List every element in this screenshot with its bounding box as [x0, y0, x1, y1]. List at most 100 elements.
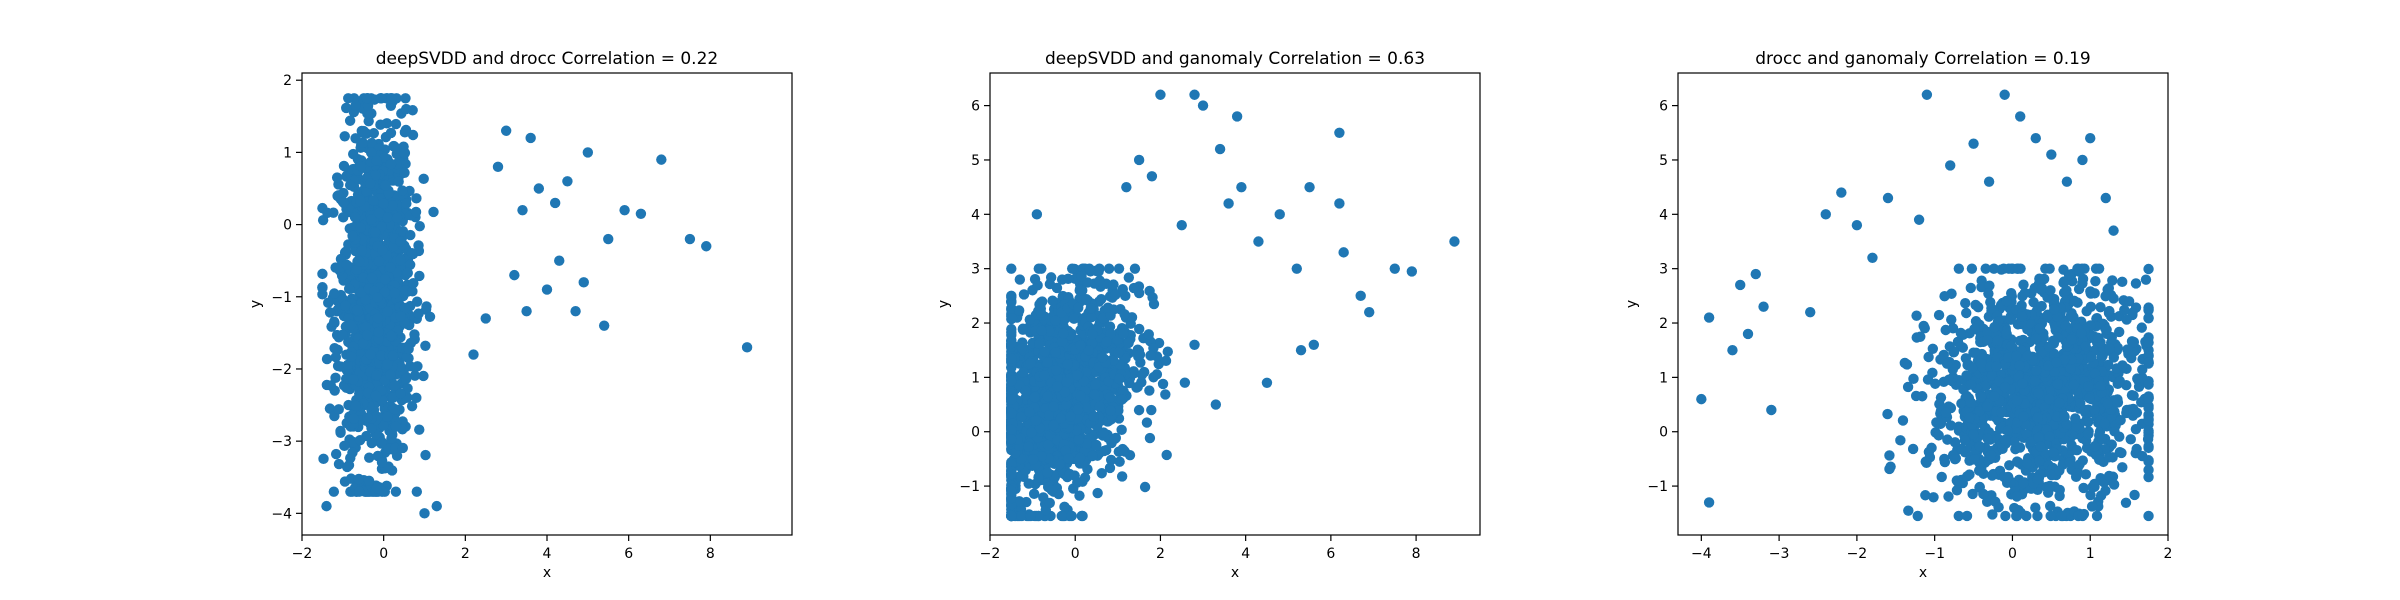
- scatter-point: [1006, 290, 1017, 301]
- scatter-point: [2000, 510, 2011, 522]
- scatter-point: [2077, 510, 2088, 522]
- scatter-point: [406, 400, 418, 412]
- scatter-point: [2029, 375, 2041, 386]
- scatter-point: [398, 147, 410, 159]
- scatter-point: [411, 486, 423, 497]
- scatter-point: [331, 172, 343, 183]
- scatter-point: [1147, 292, 1158, 303]
- scatter-point: [1947, 323, 1959, 334]
- scatter-point: [1144, 432, 1156, 444]
- scatter-point: [2003, 263, 2015, 274]
- scatter-point: [2099, 418, 2110, 429]
- scatter-point: [2044, 263, 2055, 274]
- scatter-point: [2036, 282, 2048, 294]
- scatter-point: [480, 313, 491, 324]
- scatter-point: [2054, 465, 2065, 476]
- scatter-point: [1973, 465, 1985, 476]
- scatter-point: [2022, 350, 2034, 361]
- scatter-point: [1061, 399, 1072, 410]
- scatter-point: [554, 255, 565, 266]
- scatter-point: [385, 127, 397, 139]
- scatter-point: [1044, 278, 1056, 290]
- scatter-point: [385, 100, 397, 111]
- scatter-point: [377, 244, 388, 256]
- scatter-point: [2002, 425, 2013, 436]
- scatter-point: [1144, 385, 1155, 396]
- x-tick-label: 6: [1326, 546, 1335, 562]
- scatter-point: [1018, 366, 1029, 378]
- scatter-point: [1992, 335, 2003, 347]
- scatter-point: [366, 272, 378, 284]
- scatter-point: [2016, 311, 2028, 322]
- scatter-point: [1334, 198, 1345, 209]
- scatter-point: [2045, 285, 2056, 296]
- scatter-point: [375, 119, 386, 130]
- scatter-point: [340, 300, 351, 312]
- y-axis-label: y: [936, 300, 952, 308]
- scatter-point: [387, 200, 398, 211]
- scatter-point: [2143, 263, 2154, 275]
- scatter-point: [1941, 358, 1953, 369]
- scatter-point: [2002, 471, 2014, 483]
- scatter-point: [2140, 274, 2152, 285]
- scatter-point: [1063, 453, 1074, 464]
- scatter-point: [2094, 454, 2105, 465]
- scatter-point: [338, 212, 349, 223]
- scatter-point: [1176, 219, 1187, 231]
- scatter-point: [2120, 497, 2132, 508]
- scatter-point: [1949, 453, 1961, 465]
- scatter-point: [1975, 358, 1987, 369]
- scatter-point: [376, 457, 388, 468]
- scatter-point: [1024, 314, 1035, 325]
- x-tick-label: 2: [2164, 546, 2173, 562]
- scatter-point: [363, 475, 375, 486]
- scatter-point: [409, 362, 421, 373]
- scatter-point: [353, 486, 365, 497]
- scatter-point: [414, 424, 425, 435]
- scatter-point: [2085, 133, 2096, 144]
- x-axis-label: x: [1919, 565, 1927, 581]
- scatter-point: [356, 245, 368, 256]
- scatter-point: [1081, 293, 1092, 305]
- y-tick-label: 4: [1659, 207, 1668, 223]
- scatter-point: [2086, 351, 2097, 363]
- scatter-point: [371, 155, 382, 167]
- scatter-point: [379, 286, 391, 298]
- scatter-point: [2095, 380, 2107, 391]
- scatter-point: [1006, 424, 1017, 436]
- scatter-point: [2116, 447, 2127, 459]
- scatter-point: [2065, 310, 2077, 321]
- scatter-point: [1986, 470, 1998, 481]
- scatter-point: [1068, 313, 1080, 324]
- scatter-point: [418, 370, 429, 382]
- y-tick-label: 0: [971, 425, 980, 441]
- scatter-point: [370, 169, 381, 181]
- scatter-point: [330, 351, 342, 363]
- scatter-point: [1117, 284, 1129, 295]
- scatter-point: [1982, 401, 1993, 413]
- scatter-point: [1104, 462, 1116, 474]
- scatter-point: [1081, 438, 1092, 449]
- scatter-point: [1083, 345, 1094, 356]
- scatter-point: [1742, 328, 1754, 340]
- scatter-point: [317, 268, 328, 280]
- scatter-point: [321, 500, 332, 512]
- scatter-point: [329, 288, 340, 299]
- scatter-point: [1113, 405, 1124, 416]
- scatter-point: [318, 453, 329, 465]
- scatter-point: [2128, 336, 2140, 348]
- scatter-point: [1036, 263, 1047, 274]
- scatter-point: [2082, 416, 2094, 428]
- scatter-point: [347, 222, 358, 233]
- scatter-point: [2074, 459, 2085, 470]
- scatter-point: [2085, 489, 2096, 501]
- x-tick-label: −2: [292, 546, 313, 562]
- scatter-point: [1039, 346, 1050, 357]
- scatter-point: [372, 312, 384, 324]
- scatter-point: [1915, 331, 1926, 342]
- scatter-point: [1113, 263, 1125, 274]
- scatter-point: [1132, 381, 1143, 393]
- scatter-point: [635, 208, 647, 219]
- scatter-point: [525, 132, 536, 144]
- scatter-point: [420, 449, 431, 461]
